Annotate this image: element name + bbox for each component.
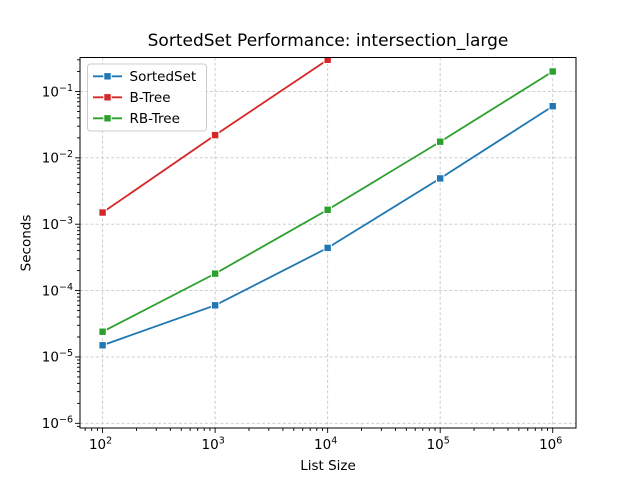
y-tick-label-10e-2: 10−2 [42,149,73,167]
data-point-sortedset-1000000 [548,101,557,111]
x-tick-label-10e4: 104 [314,436,337,454]
grid-layer [80,57,576,428]
legend-item-rb-tree: RB-Tree [93,111,180,127]
data-point-sortedset-100000 [435,174,445,183]
legend-label-sortedset: SortedSet [130,69,197,85]
y-tick-label-10e-6: 10−6 [42,415,73,433]
data-point-sortedset-1000 [210,301,220,310]
x-tick-label-10e5: 105 [427,436,450,454]
y-axis-ticks: 10−6 10−5 10−4 10−3 10−2 10−1 [42,59,80,433]
legend-item-b-tree: B-Tree [93,90,171,106]
y-tick-label-10e-3: 10−3 [42,216,73,234]
x-tick-label-10e3: 103 [202,436,225,454]
data-point-rb-tree-1000000 [548,67,557,76]
series-layer [98,57,557,350]
x-tick-label-10e2: 102 [89,436,112,454]
x-tick-label-10e6: 106 [539,436,562,454]
series-sortedset [98,101,557,350]
legend-marker-sortedset [103,72,112,81]
data-point-b-tree-100 [98,208,107,217]
legend-item-sortedset: SortedSet [93,69,196,85]
series-b-tree [98,57,332,217]
y-axis-label: Seconds [19,215,35,272]
axes-layer: 102 103 104 105 106 10−6 10−5 10−4 10−3 10−2 10−1 [42,57,577,454]
y-tick-label-10e-4: 10−4 [42,282,73,300]
legend: SortedSet B-Tree RB-Tree [87,63,207,132]
x-axis-ticks: 102 103 104 105 106 [84,428,562,454]
data-point-b-tree-1000 [210,130,220,140]
series-rb-tree [98,67,557,336]
data-point-b-tree-10000 [323,57,332,65]
legend-marker-rb-tree [103,114,112,123]
data-point-rb-tree-1000 [210,269,220,278]
legend-label-rb-tree: RB-Tree [130,111,180,127]
y-tick-label-10e-5: 10−5 [42,348,73,366]
data-point-sortedset-100 [98,341,107,350]
data-point-rb-tree-100000 [435,137,445,146]
data-point-sortedset-10000 [323,243,332,253]
data-point-rb-tree-100 [98,327,107,336]
legend-label-b-tree: B-Tree [130,90,171,106]
x-axis-label: List Size [300,458,356,474]
y-tick-label-10e-1: 10−1 [42,83,73,101]
chart-title: SortedSet Performance: intersection_larg… [148,31,509,51]
data-point-rb-tree-10000 [323,205,332,214]
legend-box [87,63,207,132]
legend-marker-b-tree [103,93,112,102]
